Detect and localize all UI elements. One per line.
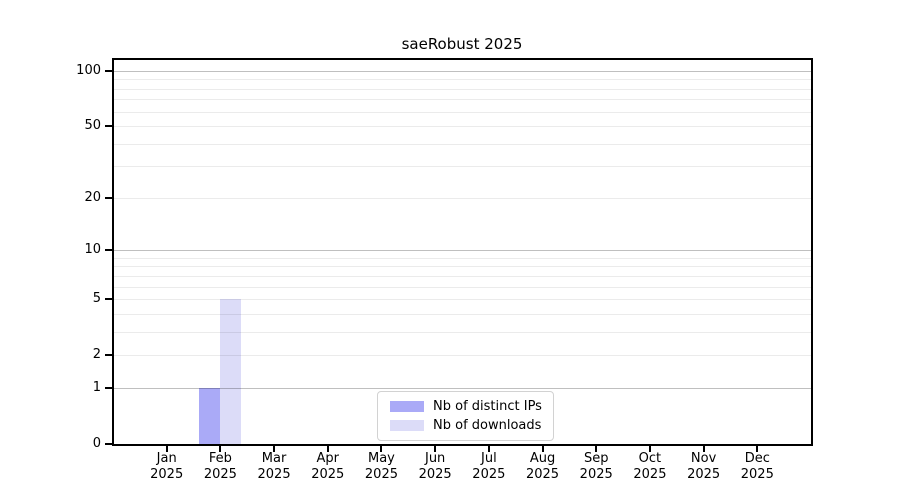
x-tick-mark — [326, 446, 329, 452]
y-tick-mark — [105, 298, 112, 301]
x-tick-label: Aug 2025 — [511, 451, 575, 483]
x-tick-label: Nov 2025 — [672, 451, 736, 483]
legend-label-distinct-ips: Nb of distinct IPs — [433, 399, 542, 414]
x-tick-year: 2025 — [525, 467, 560, 482]
x-tick-mark — [273, 446, 276, 452]
y-tick-mark — [105, 354, 112, 357]
x-tick-month: Mar — [261, 451, 287, 466]
x-tick-month: Oct — [638, 451, 662, 466]
x-tick-month: Dec — [744, 451, 770, 466]
x-tick-month: Nov — [690, 451, 717, 466]
x-tick-label: Apr 2025 — [296, 451, 360, 483]
y-tick-mark — [105, 196, 112, 199]
x-tick-mark — [487, 446, 490, 452]
y-tick-mark — [105, 125, 112, 128]
legend-swatch-distinct-ips — [390, 401, 424, 412]
x-tick-year: 2025 — [150, 467, 184, 482]
x-tick-month: Jun — [424, 451, 446, 466]
y-tick-mark — [105, 249, 112, 252]
legend-item-downloads: Nb of downloads — [390, 417, 542, 434]
x-tick-month: Feb — [208, 451, 232, 466]
legend-label-downloads: Nb of downloads — [433, 418, 542, 433]
y-tick-label: 10 — [84, 242, 101, 258]
legend-item-distinct-ips: Nb of distinct IPs — [390, 398, 542, 415]
x-tick-mark — [219, 446, 222, 452]
y-tick-label: 5 — [92, 291, 101, 307]
x-tick-year: 2025 — [633, 467, 667, 482]
x-tick-label: Dec 2025 — [725, 451, 789, 483]
x-tick-mark — [434, 446, 437, 452]
x-tick-mark — [756, 446, 759, 452]
legend-swatch-downloads — [390, 420, 424, 431]
y-tick-mark — [105, 443, 112, 445]
x-tick-mark — [648, 446, 651, 452]
plot-frame — [112, 58, 813, 446]
x-tick-year: 2025 — [311, 467, 345, 482]
x-tick-month: Jan — [156, 451, 177, 466]
x-tick-label: Sep 2025 — [564, 451, 628, 483]
x-tick-month: Apr — [316, 451, 340, 466]
x-tick-label: Jan 2025 — [135, 451, 199, 483]
x-tick-year: 2025 — [203, 467, 237, 482]
x-tick-label: Jul 2025 — [457, 451, 521, 483]
x-tick-month: May — [368, 451, 395, 466]
x-tick-mark — [702, 446, 705, 452]
x-tick-month: Jul — [481, 451, 497, 466]
x-tick-label: Mar 2025 — [242, 451, 306, 483]
x-tick-year: 2025 — [687, 467, 721, 482]
x-tick-month: Aug — [529, 451, 556, 466]
x-tick-year: 2025 — [579, 467, 613, 482]
x-tick-label: Oct 2025 — [618, 451, 682, 483]
y-tick-label: 50 — [84, 118, 101, 134]
y-tick-mark — [105, 70, 112, 72]
legend: Nb of distinct IPs Nb of downloads — [377, 391, 554, 441]
y-tick-mark — [105, 386, 112, 389]
x-tick-mark — [541, 446, 544, 452]
x-tick-month: Sep — [583, 451, 609, 466]
y-tick-label: 20 — [84, 189, 101, 205]
y-tick-label: 100 — [76, 63, 101, 78]
x-tick-year: 2025 — [257, 467, 291, 482]
y-tick-label: 0 — [92, 436, 101, 451]
y-tick-label: 1 — [92, 379, 101, 395]
x-tick-year: 2025 — [472, 467, 506, 482]
x-tick-year: 2025 — [740, 467, 774, 482]
x-tick-year: 2025 — [364, 467, 398, 482]
y-tick-label: 2 — [92, 347, 101, 363]
x-tick-label: May 2025 — [349, 451, 413, 483]
x-tick-mark — [595, 446, 598, 452]
x-tick-mark — [380, 446, 383, 452]
x-tick-year: 2025 — [418, 467, 452, 482]
x-tick-label: Feb 2025 — [188, 451, 252, 483]
chart-title: saeRobust 2025 — [401, 35, 523, 53]
x-tick-mark — [165, 446, 168, 452]
x-tick-label: Jun 2025 — [403, 451, 467, 483]
